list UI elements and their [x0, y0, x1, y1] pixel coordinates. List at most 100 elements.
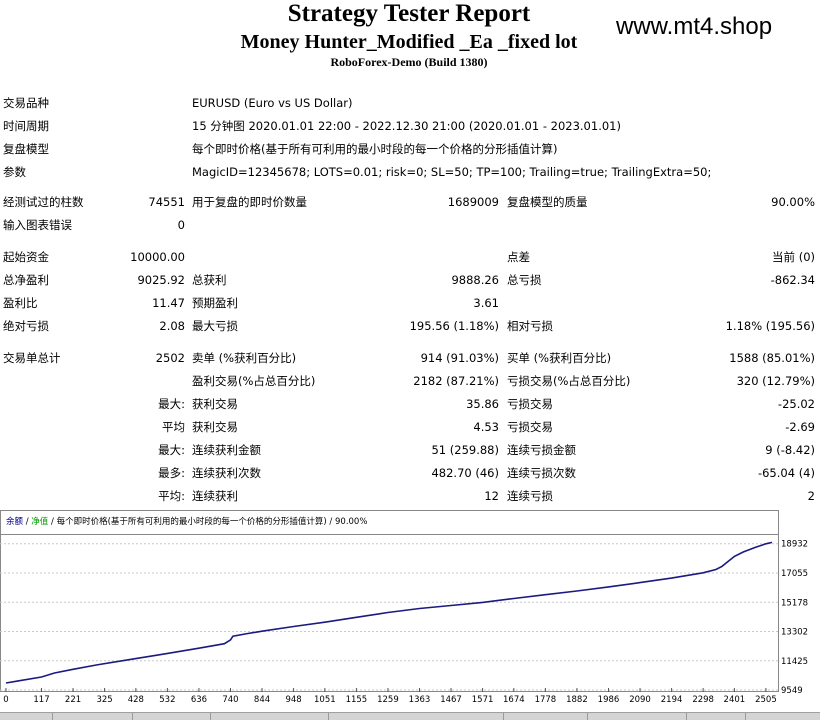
total-trades-value: 2502: [155, 351, 185, 365]
average-profit-value: 4.53: [473, 420, 499, 434]
maximal-drawdown-value: 195.56 (1.18%): [409, 319, 499, 333]
x-tick-label: 740: [222, 695, 238, 705]
profit-trades-value: 2182 (87.21%): [413, 374, 499, 388]
spread-label: 点差: [507, 250, 530, 264]
x-tick-label: 1778: [535, 695, 557, 705]
chart-legend: 余额 / 净值 / 每个即时价格(基于所有可利用的最小时段的每一个价格的分形插值…: [6, 516, 367, 527]
legend-equity: 净值: [31, 516, 49, 527]
status-divider: [745, 713, 746, 720]
largest-label: 最大:: [158, 397, 185, 411]
y-tick-label: 17055: [781, 569, 808, 579]
y-tick-label: 18932: [781, 540, 808, 550]
x-tick-label: 948: [285, 695, 301, 705]
net-profit-label: 总净盈利: [3, 273, 49, 287]
max-consecutive-wins-value: 51 (259.88): [431, 443, 499, 457]
x-tick-label: 1363: [409, 695, 431, 705]
most-consecutive-profit-label: 连续获利次数: [192, 466, 261, 480]
average-profit-label: 获利交易: [192, 420, 238, 434]
status-divider: [132, 713, 133, 720]
avg-consecutive-losses-label: 连续亏损: [507, 489, 553, 503]
balance-line: [5, 541, 773, 684]
absolute-drawdown-value: 2.08: [159, 319, 185, 333]
x-tick-label: 117: [33, 695, 49, 705]
model-value: 每个即时价格(基于所有可利用的最小时段的每一个价格的分形插值计算): [192, 142, 558, 156]
avg-label: 平均:: [158, 489, 185, 503]
ea-name: Money Hunter_Modified _Ea _fixed lot: [240, 31, 578, 53]
x-tick-label: 636: [191, 695, 207, 705]
x-tick-label: 1051: [314, 695, 336, 705]
x-tick-label: 1571: [472, 695, 494, 705]
x-tick-label: 2090: [629, 695, 651, 705]
status-bar: [0, 712, 820, 720]
chart-frame: [0, 510, 779, 692]
profit-factor-label: 盈利比: [3, 296, 38, 310]
balance-chart: 余额 / 净值 / 每个即时价格(基于所有可利用的最小时段的每一个价格的分形插值…: [0, 510, 808, 705]
most-consecutive-loss-value: -65.04 (4): [757, 466, 815, 480]
largest-loss-label: 亏损交易: [507, 397, 553, 411]
status-divider: [328, 713, 329, 720]
spread-value: 当前 (0): [772, 250, 815, 264]
quality-label: 复盘模型的质量: [507, 195, 588, 209]
legend-separator: /: [48, 517, 56, 527]
x-tick-label: 2401: [724, 695, 746, 705]
largest-profit-value: 35.86: [466, 397, 499, 411]
symbol-value: EURUSD (Euro vs US Dollar): [192, 96, 353, 110]
avg-consecutive-losses-value: 2: [807, 489, 815, 503]
expected-payoff-value: 3.61: [473, 296, 499, 310]
deposit-label: 起始资金: [3, 250, 49, 264]
expected-payoff-label: 预期盈利: [192, 296, 238, 310]
average-label: 平均: [162, 420, 185, 434]
relative-drawdown-value: 1.18% (195.56): [725, 319, 815, 333]
profit-trades-label: 盈利交易(%占总百分比): [192, 374, 316, 388]
x-tick-label: 1882: [566, 695, 588, 705]
x-tick-label: 844: [254, 695, 270, 705]
most-consecutive-loss-label: 连续亏损次数: [507, 466, 576, 480]
report-title: Strategy Tester Report: [287, 0, 531, 27]
x-tick-label: 325: [96, 695, 112, 705]
symbol-label: 交易品种: [3, 96, 49, 110]
gross-profit-label: 总获利: [192, 273, 227, 287]
legend-model: 每个即时价格(基于所有可利用的最小时段的每一个价格的分形插值计算) / 90.0…: [57, 516, 368, 527]
average-loss-value: -2.69: [785, 420, 815, 434]
gross-loss-label: 总亏损: [507, 273, 542, 287]
largest-profit-label: 获利交易: [192, 397, 238, 411]
quality-value: 90.00%: [771, 195, 815, 209]
x-tick-label: 0: [3, 695, 8, 705]
x-tick-label: 2298: [692, 695, 714, 705]
long-positions-value: 1588 (85.01%): [729, 351, 815, 365]
maximum-label: 最大:: [158, 443, 185, 457]
deposit-value: 10000.00: [130, 250, 185, 264]
status-divider: [587, 713, 588, 720]
status-divider: [686, 713, 687, 720]
net-profit-value: 9025.92: [137, 273, 185, 287]
status-divider: [503, 713, 504, 720]
maximal-drawdown-label: 最大亏损: [192, 319, 238, 333]
y-tick-label: 11425: [781, 657, 808, 667]
x-tick-label: 532: [159, 695, 175, 705]
x-tick-label: 2194: [661, 695, 683, 705]
max-consecutive-wins-label: 连续获利金额: [192, 443, 261, 457]
params-value: MagicID=12345678; LOTS=0.01; risk=0; SL=…: [192, 165, 712, 179]
largest-loss-value: -25.02: [777, 397, 815, 411]
total-trades-label: 交易单总计: [3, 351, 61, 365]
server-build: RoboForex-Demo (Build 1380): [330, 55, 488, 69]
x-tick-label: 2505: [755, 695, 777, 705]
bars-label: 经测试过的柱数: [3, 195, 84, 209]
x-tick-label: 1155: [346, 695, 368, 705]
absolute-drawdown-label: 绝对亏损: [3, 319, 49, 333]
x-tick-label: 221: [65, 695, 81, 705]
legend-separator: /: [23, 517, 31, 527]
relative-drawdown-label: 相对亏损: [507, 319, 553, 333]
x-tick-label: 1986: [598, 695, 620, 705]
period-label: 时间周期: [3, 119, 49, 133]
most-consecutive-profit-value: 482.70 (46): [431, 466, 499, 480]
average-loss-label: 亏损交易: [507, 420, 553, 434]
loss-trades-label: 亏损交易(%占总百分比): [507, 374, 631, 388]
params-label: 参数: [3, 165, 26, 179]
max-consecutive-losses-value: 9 (-8.42): [765, 443, 815, 457]
status-divider: [52, 713, 53, 720]
x-tick-label: 1467: [440, 695, 462, 705]
loss-trades-value: 320 (12.79%): [736, 374, 815, 388]
max-consecutive-losses-label: 连续亏损金额: [507, 443, 576, 457]
most-label: 最多:: [158, 466, 185, 480]
